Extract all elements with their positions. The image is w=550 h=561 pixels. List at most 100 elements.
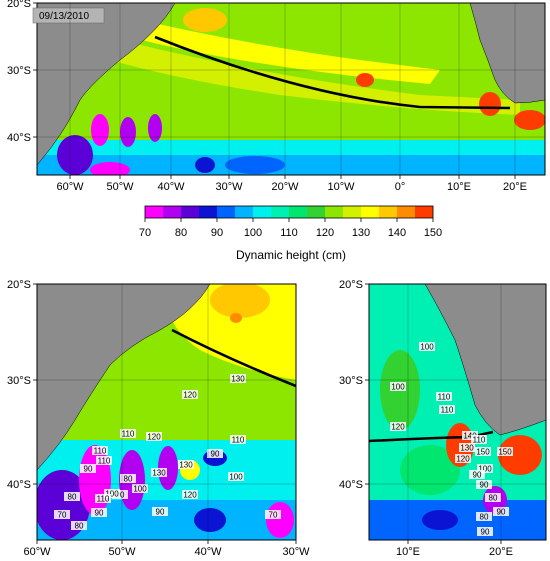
longitude-label: 40°W (157, 181, 185, 193)
contour-label: 130 (460, 444, 474, 453)
contour-label-box (91, 508, 107, 517)
top-eddy-5 (195, 157, 215, 173)
colorbar-tick-label: 70 (139, 227, 151, 239)
right-warm-core-2 (498, 435, 542, 475)
colorbar-cell (271, 206, 290, 218)
colorbar-tick-label: 140 (388, 227, 406, 239)
latitude-label: 20°S (339, 279, 363, 291)
contour-label-box (469, 470, 485, 479)
contour-label: 150 (498, 448, 512, 457)
top-southern-band-2 (37, 155, 545, 175)
contour-label: 100 (478, 465, 492, 474)
longitude-label: 40°W (194, 546, 222, 558)
colorbar-tick-label: 100 (244, 227, 262, 239)
contour-label: 110 (97, 495, 110, 504)
contour-label-box (132, 484, 148, 493)
contour-label-box (497, 447, 513, 456)
contour-label: 130 (231, 375, 245, 384)
contour-label-box (96, 456, 112, 465)
contour-label-box (471, 435, 487, 444)
left-eddy-4 (158, 446, 178, 490)
left-orange-core (210, 284, 270, 318)
contour-label-box (475, 447, 491, 456)
contour-label: 120 (456, 455, 470, 464)
contour-label: 80 (75, 522, 84, 531)
contour-label: 90 (211, 450, 220, 459)
contour-label-box (146, 432, 162, 441)
contour-label-box (439, 405, 455, 414)
contour-label-box (95, 494, 111, 503)
contour-label: 70 (269, 511, 278, 520)
latitude-label: 30°S (7, 65, 31, 77)
contour-label-box (265, 510, 281, 519)
contour-label-box (477, 527, 493, 536)
contour-label: 130 (179, 461, 193, 470)
colorbar-title: Dynamic height (cm) (236, 248, 346, 262)
right-map-ticks: 20°S 30°S 40°S 10°E 20°E (339, 279, 546, 558)
top-high-anomaly-2 (356, 73, 374, 87)
contour-label: 90 (156, 508, 165, 517)
top-eddy-3 (120, 117, 136, 147)
colorbar-cell (181, 206, 200, 218)
top-africa (469, 3, 545, 104)
colorbar-cell (361, 206, 380, 218)
latitude-label: 30°S (339, 375, 363, 387)
colorbar-tick-label: 90 (211, 227, 223, 239)
contour-label: 100 (229, 473, 243, 482)
contour-label: 100 (105, 490, 119, 499)
left-orange-core-2 (230, 313, 242, 323)
contour-label-box (178, 460, 194, 469)
right-africa (424, 284, 546, 436)
colorbar-cell (397, 206, 416, 218)
colorbar-cell (163, 206, 182, 218)
contour-label: 80 (124, 475, 133, 484)
contour-label: 110 (98, 457, 111, 466)
contour-label: 90 (95, 509, 104, 518)
left-eddy-6 (266, 502, 294, 538)
contour-label-box (80, 464, 96, 473)
top-high-anomaly-4 (514, 110, 545, 130)
right-green-patch-2 (400, 445, 460, 495)
longitude-label: 10°E (396, 546, 420, 558)
colorbar-cell (235, 206, 254, 218)
contour-label-box (230, 374, 246, 383)
date-stamp: 09/13/2010 (39, 11, 89, 22)
contour-label: 120 (183, 491, 197, 500)
contour-label: 120 (183, 391, 197, 400)
left-map: 1301201101101201301109010090110100809013… (7, 279, 310, 558)
top-yellow-band (135, 20, 440, 84)
contour-label: 120 (147, 433, 161, 442)
colorbar-tick-label: 120 (316, 227, 334, 239)
longitude-label: 10°E (447, 181, 471, 193)
contour-label: 120 (391, 423, 405, 432)
contour-label-box (455, 454, 471, 463)
colorbar-cell (343, 206, 362, 218)
longitude-label: 50°W (108, 546, 136, 558)
contour-label-box (228, 472, 244, 481)
contour-label-box (419, 342, 435, 351)
contour-label: 110 (441, 406, 454, 415)
top-eddy-7 (90, 162, 130, 175)
contour-label-box (477, 464, 493, 473)
contour-label: 110 (94, 447, 107, 456)
longitude-label: 20°E (503, 181, 527, 193)
contour-label-box (485, 493, 501, 502)
contour-label-box (230, 435, 246, 444)
top-eddy-6 (225, 156, 285, 174)
colorbar-cell (145, 206, 164, 218)
top-eddy-1 (57, 135, 93, 175)
top-map-ticks: 20°S 30°S 40°S 60°W 50°W 40°W 30°W 20°W 10°W 0° 10… (7, 0, 545, 193)
contour-label-box (207, 449, 223, 458)
contour-label-box (436, 392, 452, 401)
contour-label: 130 (152, 469, 166, 478)
colorbar-cell (199, 206, 218, 218)
longitude-label: 0° (395, 181, 406, 193)
left-map-ticks: 20°S 30°S 40°S 60°W 50°W 40°W 30°W (7, 279, 310, 558)
longitude-label: 20°E (489, 546, 513, 558)
contour-label-box (459, 443, 475, 452)
left-eddy-7 (194, 508, 226, 532)
contour-label: 100 (133, 485, 147, 494)
contour-label: 80 (68, 493, 77, 502)
contour-label: 80 (489, 494, 498, 503)
